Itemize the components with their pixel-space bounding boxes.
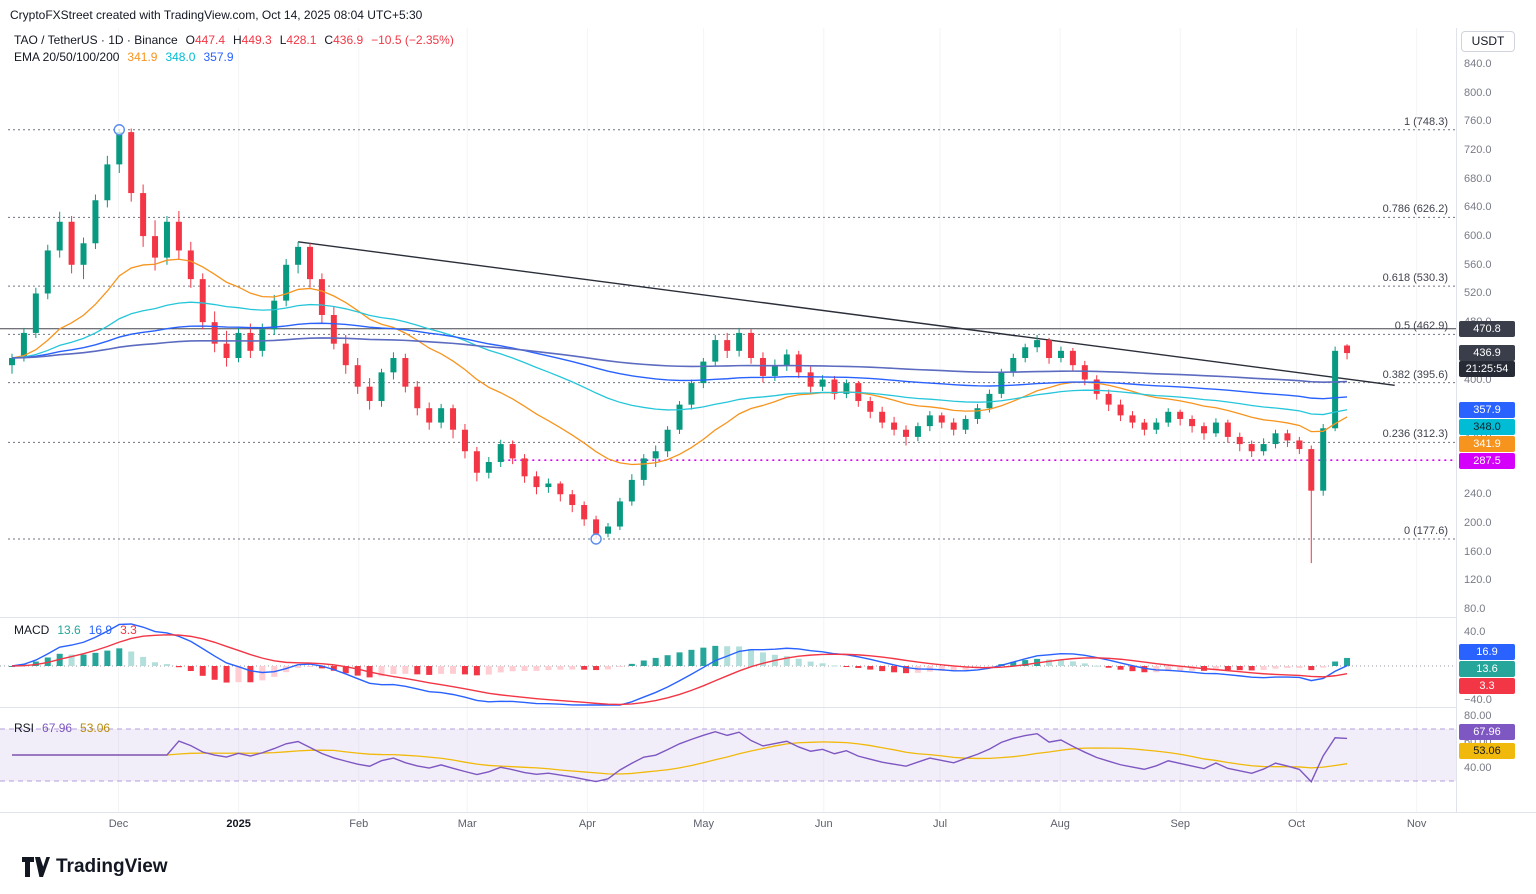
- macd-values: 13.6 16.9 3.3: [57, 623, 136, 637]
- rsi-legend[interactable]: RSI 67.96 53.06: [14, 721, 110, 735]
- rsi-values: 67.96 53.06: [42, 721, 110, 735]
- ema-values: 341.9 348.0 357.9: [127, 50, 233, 64]
- rsi-label: RSI: [14, 721, 35, 735]
- macd-legend-value: 13.6: [57, 623, 81, 637]
- ema-legend-value: 341.9: [127, 50, 158, 64]
- macd-legend-value: 16.9: [88, 623, 113, 637]
- ema-legend[interactable]: EMA 20/50/100/200 341.9 348.0 357.9: [14, 50, 234, 64]
- currency-button[interactable]: USDT: [1461, 31, 1515, 52]
- macd-legend-value: 3.3: [120, 623, 137, 637]
- rsi-legend-value: 67.96: [42, 721, 73, 735]
- macd-legend[interactable]: MACD 13.6 16.9 3.3: [14, 623, 137, 637]
- price-axis[interactable]: [1456, 28, 1536, 812]
- macd-label: MACD: [14, 623, 50, 637]
- change-value: −10.5 (−2.35%): [371, 33, 454, 47]
- ema-legend-value: 348.0: [165, 50, 196, 64]
- tradingview-wordmark[interactable]: TradingView: [56, 856, 168, 877]
- ema-legend-value: 357.9: [203, 50, 234, 64]
- ohlc-pair: L428.1: [279, 33, 317, 47]
- ohlc-values: O447.4 H449.3 L428.1 C436.9 −10.5 (−2.35%): [186, 33, 454, 47]
- time-axis[interactable]: [0, 813, 1456, 840]
- ohlc-pair: C436.9: [324, 33, 364, 47]
- symbol-title: TAO / TetherUS · 1D · Binance: [14, 33, 178, 47]
- tradingview-logo[interactable]: [20, 853, 50, 885]
- rsi-legend-value: 53.06: [80, 721, 111, 735]
- symbol-legend[interactable]: TAO / TetherUS · 1D · Binance O447.4 H449…: [14, 33, 454, 47]
- watermark-credit: CryptoFXStreet created with TradingView.…: [10, 8, 423, 22]
- ohlc-pair: H449.3: [233, 33, 272, 47]
- ohlc-pair: O447.4: [185, 33, 225, 47]
- ema-label: EMA 20/50/100/200: [14, 50, 120, 64]
